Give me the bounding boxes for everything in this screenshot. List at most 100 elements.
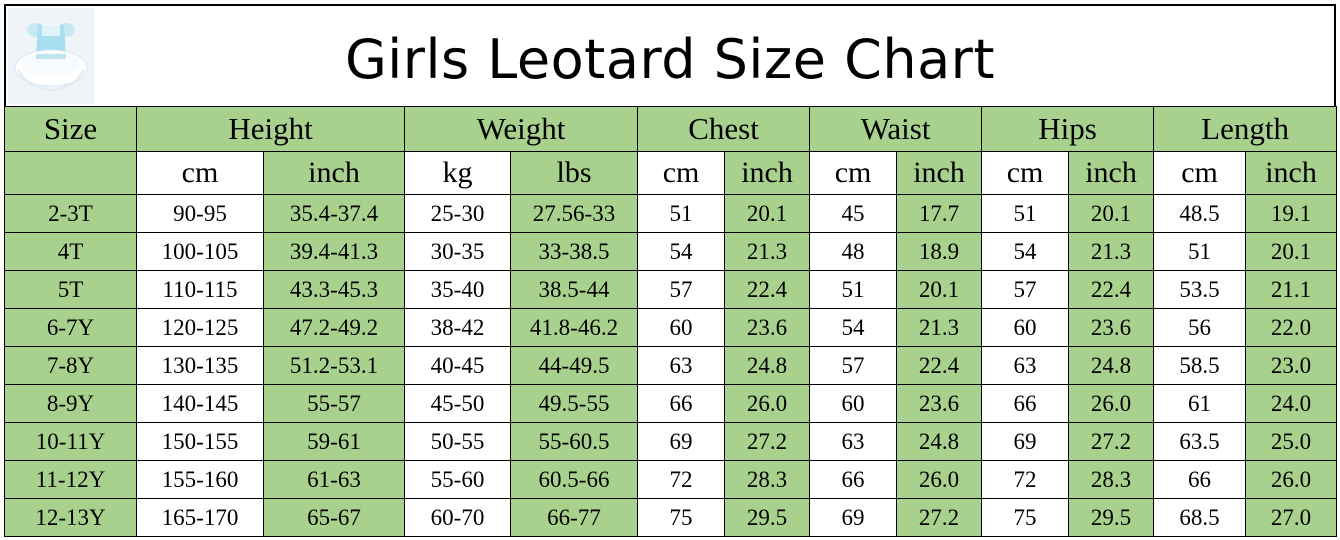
group-header-chest: Chest bbox=[637, 106, 811, 152]
table-cell: 69 bbox=[981, 422, 1070, 461]
table-cell: 24.8 bbox=[1068, 346, 1155, 385]
table-cell: 23.6 bbox=[1068, 308, 1155, 347]
table-cell: 27.2 bbox=[1068, 422, 1155, 461]
table-cell: 22.0 bbox=[1245, 308, 1338, 347]
table-cell: 51 bbox=[809, 270, 898, 309]
table-cell: 21.3 bbox=[1068, 232, 1155, 271]
table-cell: 56 bbox=[1153, 308, 1247, 347]
table-cell: 25.0 bbox=[1245, 422, 1338, 461]
table-cell: 57 bbox=[809, 346, 898, 385]
table-cell: 27.0 bbox=[1245, 498, 1338, 537]
table-cell: 54 bbox=[637, 232, 726, 271]
table-cell: 66 bbox=[809, 460, 898, 499]
size-label: 12-13Y bbox=[4, 498, 137, 537]
table-cell: 23.6 bbox=[724, 308, 811, 347]
table-cell: 20.1 bbox=[1245, 232, 1338, 271]
table-cell: 20.1 bbox=[724, 194, 811, 233]
size-label: 6-7Y bbox=[4, 308, 137, 347]
table-cell: 68.5 bbox=[1153, 498, 1247, 537]
group-header-height: Height bbox=[136, 106, 405, 152]
table-cell: 26.0 bbox=[724, 384, 811, 423]
table-cell: 45 bbox=[809, 194, 898, 233]
table-cell: 48.5 bbox=[1153, 194, 1247, 233]
size-label: 8-9Y bbox=[4, 384, 137, 423]
table-cell: 72 bbox=[981, 460, 1070, 499]
table-cell: 60 bbox=[637, 308, 726, 347]
table-row: 6-7Y 120-125 47.2-49.2 38-42 41.8-46.2 60 23.6… bbox=[4, 308, 1338, 347]
table-cell: 55-60.5 bbox=[509, 422, 639, 461]
table-cell: 22.4 bbox=[1068, 270, 1155, 309]
table-cell: 66-77 bbox=[509, 498, 639, 537]
table-cell: 24.8 bbox=[724, 346, 811, 385]
table-cell: 69 bbox=[637, 422, 726, 461]
table-cell: 20.1 bbox=[1068, 194, 1155, 233]
table-cell: 165-170 bbox=[136, 498, 264, 537]
table-cell: 54 bbox=[809, 308, 898, 347]
unit-header: inch bbox=[263, 151, 405, 195]
group-header-length: Length bbox=[1153, 106, 1338, 152]
table-row: 7-8Y 130-135 51.2-53.1 40-45 44-49.5 63 24.8 57… bbox=[4, 346, 1338, 385]
table-cell: 69 bbox=[809, 498, 898, 537]
table-row: 10-11Y 150-155 59-61 50-55 55-60.5 69 27.2 63 24… bbox=[4, 422, 1338, 461]
table-row: 2-3T 90-95 35.4-37.4 25-30 27.56-33 51 20.1 45 1… bbox=[4, 194, 1338, 233]
table-cell: 26.0 bbox=[1068, 384, 1155, 423]
size-label: 11-12Y bbox=[4, 460, 137, 499]
table-cell: 51.2-53.1 bbox=[263, 346, 405, 385]
table-cell: 63.5 bbox=[1153, 422, 1247, 461]
table-cell: 18.9 bbox=[896, 232, 983, 271]
table-cell: 47.2-49.2 bbox=[263, 308, 405, 347]
table-cell: 51 bbox=[981, 194, 1070, 233]
table-cell: 33-38.5 bbox=[509, 232, 639, 271]
table-cell: 19.1 bbox=[1245, 194, 1338, 233]
table-cell: 27.56-33 bbox=[509, 194, 639, 233]
table-cell: 49.5-55 bbox=[509, 384, 639, 423]
table-cell: 26.0 bbox=[1245, 460, 1338, 499]
table-cell: 48 bbox=[809, 232, 898, 271]
size-label: 5T bbox=[4, 270, 137, 309]
table-cell: 39.4-41.3 bbox=[263, 232, 405, 271]
table-cell: 60.5-66 bbox=[509, 460, 639, 499]
table-cell: 120-125 bbox=[136, 308, 264, 347]
unit-header: inch bbox=[896, 151, 983, 195]
table-row: 5T 110-115 43.3-45.3 35-40 38.5-44 57 22.4 51 20… bbox=[4, 270, 1338, 309]
table-cell: 26.0 bbox=[896, 460, 983, 499]
table-cell: 66 bbox=[1153, 460, 1247, 499]
table-cell: 58.5 bbox=[1153, 346, 1247, 385]
table-cell: 57 bbox=[981, 270, 1070, 309]
chart-header: Girls Leotard Size Chart bbox=[6, 6, 1334, 106]
table-cell: 17.7 bbox=[896, 194, 983, 233]
table-cell: 100-105 bbox=[136, 232, 264, 271]
unit-header: cm bbox=[637, 151, 726, 195]
table-cell: 44-49.5 bbox=[509, 346, 639, 385]
table-cell: 60 bbox=[981, 308, 1070, 347]
table-cell: 23.0 bbox=[1245, 346, 1338, 385]
size-label: 4T bbox=[4, 232, 137, 271]
table-cell: 51 bbox=[1153, 232, 1247, 271]
leotard-dress-icon bbox=[8, 8, 94, 104]
table-cell: 30-35 bbox=[404, 232, 511, 271]
table-cell: 24.0 bbox=[1245, 384, 1338, 423]
table-cell: 21.3 bbox=[724, 232, 811, 271]
size-label: 10-11Y bbox=[4, 422, 137, 461]
table-cell: 35-40 bbox=[404, 270, 511, 309]
table-cell: 45-50 bbox=[404, 384, 511, 423]
unit-header: cm bbox=[1153, 151, 1247, 195]
unit-header: inch bbox=[1245, 151, 1338, 195]
unit-header bbox=[4, 151, 137, 195]
size-label: 2-3T bbox=[4, 194, 137, 233]
table-cell: 130-135 bbox=[136, 346, 264, 385]
size-table: Size Height Weight Chest Waist Hips Length cm in… bbox=[4, 106, 1338, 537]
unit-header-row: cm inch kg lbs cm inch cm inch cm inch cm inch bbox=[4, 151, 1338, 195]
table-cell: 75 bbox=[981, 498, 1070, 537]
table-cell: 21.3 bbox=[896, 308, 983, 347]
table-cell: 43.3-45.3 bbox=[263, 270, 405, 309]
table-cell: 55-60 bbox=[404, 460, 511, 499]
table-cell: 66 bbox=[981, 384, 1070, 423]
table-cell: 21.1 bbox=[1245, 270, 1338, 309]
table-cell: 20.1 bbox=[896, 270, 983, 309]
table-cell: 110-115 bbox=[136, 270, 264, 309]
size-label: 7-8Y bbox=[4, 346, 137, 385]
unit-header: inch bbox=[1068, 151, 1155, 195]
table-cell: 29.5 bbox=[1068, 498, 1155, 537]
group-header-size: Size bbox=[4, 106, 137, 152]
